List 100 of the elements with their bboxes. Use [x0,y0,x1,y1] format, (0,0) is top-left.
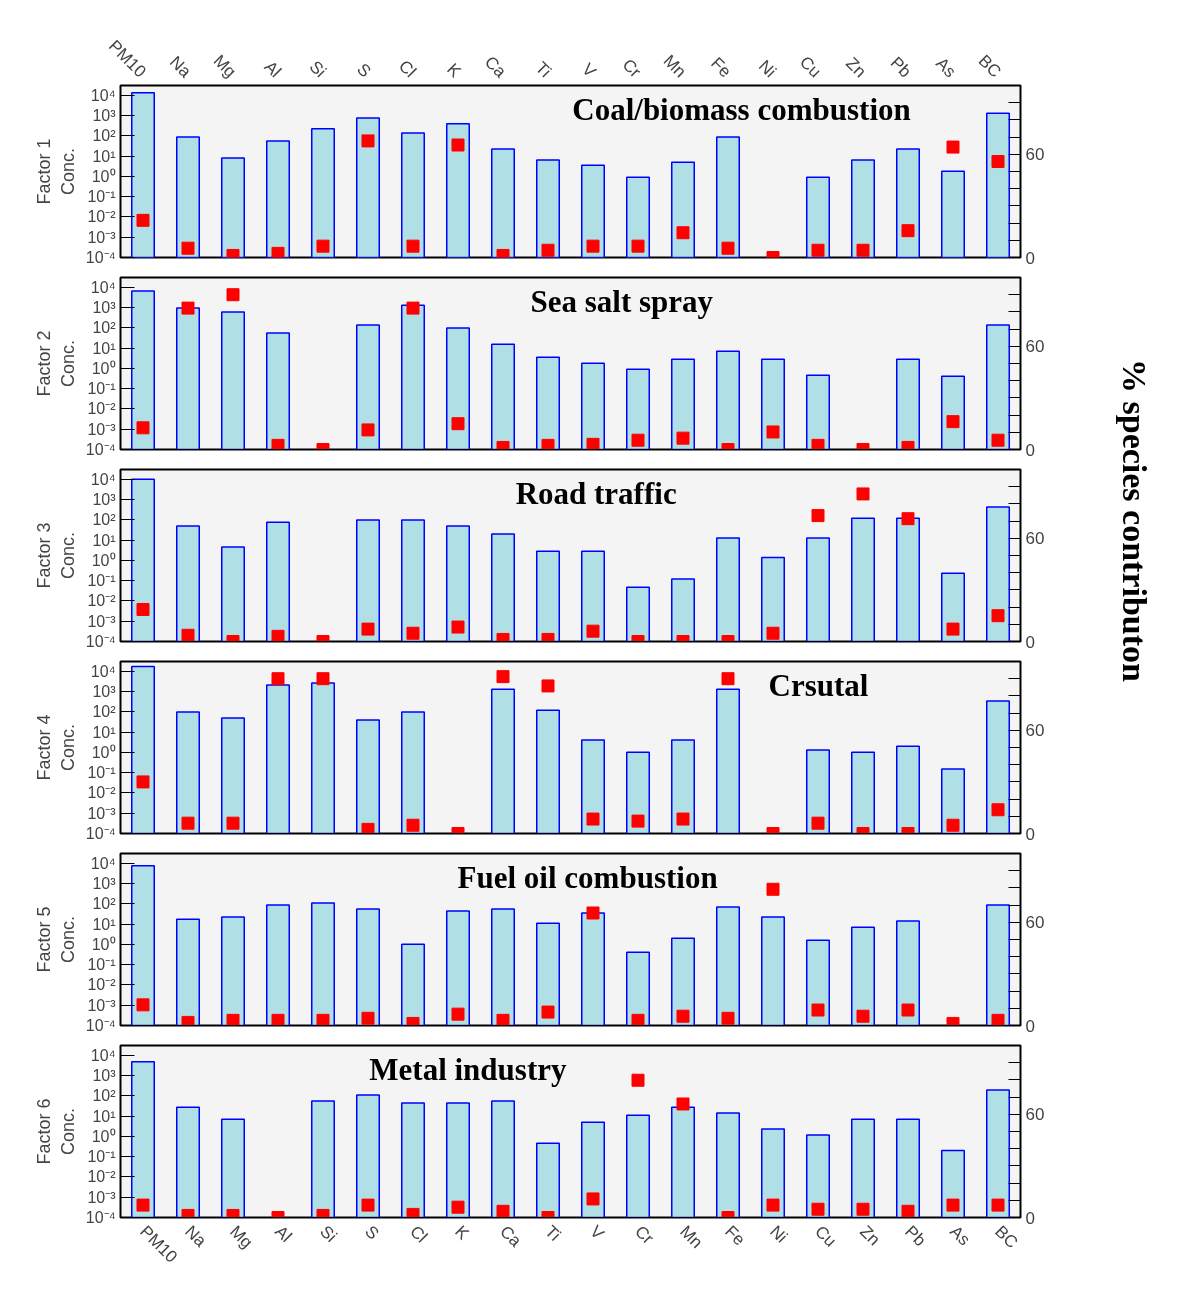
y-axis-title: Factor 2 Conc. [33,330,78,397]
y-tick-label: 10¹ [92,531,116,549]
y-axis-title: Factor 4 Conc. [33,714,78,781]
x-tick-label: Ca [480,52,511,82]
point [496,1013,510,1026]
x-tick-label: Mn [659,51,690,82]
x-tick-label: Zn [856,1221,884,1250]
point [451,1007,465,1021]
x-tick-label: Ti [531,58,555,82]
point [316,1013,330,1026]
y-tick-label: 10⁻³ [87,420,117,438]
y-tick-label: 10⁰ [91,935,116,953]
y-tick-label: 10⁰ [91,359,116,377]
x-tick-label: K [451,1221,474,1244]
chart-title: Sea salt spray [530,283,714,319]
y2-tick-label: 0 [1025,632,1035,652]
y-tick-label: 10⁻⁴ [85,249,116,266]
chart-title: Metal industry [369,1051,567,1087]
y2-tick-label: 0 [1025,440,1035,460]
point [901,1003,915,1017]
y-tick-label: 10² [92,1087,117,1105]
y-tick-label: 10³ [92,682,117,700]
y-tick-label: 10⁻² [87,784,117,802]
y-tick-label: 10⁻³ [87,996,117,1014]
y2-tick-label: 0 [1025,1016,1035,1036]
x-tick-label: Cr [618,55,645,82]
y-tick-label: 10² [92,895,117,913]
point [676,1009,690,1023]
x-tick-label: Si [316,1221,341,1246]
x-tick-label: Pb [886,53,915,82]
y2-tick-label: 0 [1025,1208,1035,1228]
x-tick-label: Na [181,1221,211,1251]
y-tick-label: 10² [92,703,117,721]
x-tick-label: K [443,59,466,82]
x-tick-label: Mg [209,51,240,82]
x-tick-label: BC [991,1221,1022,1252]
y-tick-label: 10¹ [92,339,116,357]
chart-title: Coal/biomass combustion [572,91,911,127]
x-tick-label: Si [305,57,330,82]
y-tick-label: 10⁻⁴ [85,825,116,842]
y2-tick-label: 60 [1025,721,1045,741]
y-tick-label: 10¹ [92,915,116,933]
y-tick-label: 10¹ [92,723,116,741]
y2-tick-label: 60 [1025,337,1045,357]
y2-tick-label: 0 [1025,824,1035,844]
x-tick-label: As [932,53,960,82]
y2-tick-label: 60 [1025,1105,1045,1125]
y-tick-label: 10⁻¹ [87,188,116,206]
y-tick-label: 10¹ [92,1107,116,1125]
y-tick-label: 10⁰ [91,551,116,569]
y-tick-label: 10⁴ [90,470,116,488]
y-tick-label: 10³ [92,1066,117,1084]
x-tick-label: V [578,59,601,82]
y-tick-label: 10⁴ [90,854,116,872]
y-tick-label: 10⁴ [90,662,116,680]
y-tick-label: 10⁻³ [87,612,117,630]
y-tick-label: 10⁻² [87,592,117,610]
x-tick-label: Cu [795,52,825,82]
y2-axis-title: % species contributon [1116,359,1153,683]
y2-tick-label: 60 [1025,145,1045,165]
x-tick-label: As [946,1221,974,1250]
x-tick-label: V [586,1221,609,1244]
y-tick-label: 10⁻¹ [87,956,116,974]
y-tick-label: 10⁴ [90,278,116,296]
x-tick-label: Fe [707,53,735,82]
y-tick-label: 10⁻² [87,400,117,418]
chart-title: Fuel oil combustion [457,859,718,895]
y-tick-label: 10⁰ [91,1127,116,1145]
x-tick-label: Cu [811,1221,841,1251]
point [631,1013,645,1026]
y-axis-title: Factor 1 Conc. [33,138,78,205]
x-tick-label: Cr [631,1221,658,1249]
x-tick-label: Pb [901,1221,930,1250]
x-tick-label: Mn [676,1221,707,1252]
y-tick-label: 10⁻⁴ [85,441,116,458]
x-tick-label: Al [271,1221,296,1246]
point [361,1011,375,1025]
y-tick-label: 10³ [92,106,117,124]
y-tick-label: 10⁻² [87,976,117,994]
y-tick-label: 10² [92,127,117,145]
y-tick-label: 10² [92,319,117,337]
y-tick-label: 10⁴ [90,86,116,104]
x-tick-label: Ni [754,56,780,82]
x-tick-label: Ti [541,1221,565,1245]
x-tick-label: Fe [721,1221,749,1250]
point [811,1003,825,1017]
point [271,1013,285,1026]
y-tick-label: 10⁻⁴ [85,633,116,650]
y-tick-label: 10⁻³ [87,228,117,246]
y-tick-label: 10³ [92,874,117,892]
x-tick-label: S [361,1221,383,1244]
y-tick-label: 10² [92,511,117,529]
y-tick-label: 10⁻² [87,208,117,226]
point [226,1013,240,1026]
y-axis-title: Factor 6 Conc. [33,1098,78,1165]
point [541,1005,555,1019]
x-tick-label: Ca [496,1221,526,1251]
y-tick-label: 10⁻¹ [87,380,116,398]
point [991,1013,1005,1026]
x-tick-label: Mg [226,1221,257,1252]
